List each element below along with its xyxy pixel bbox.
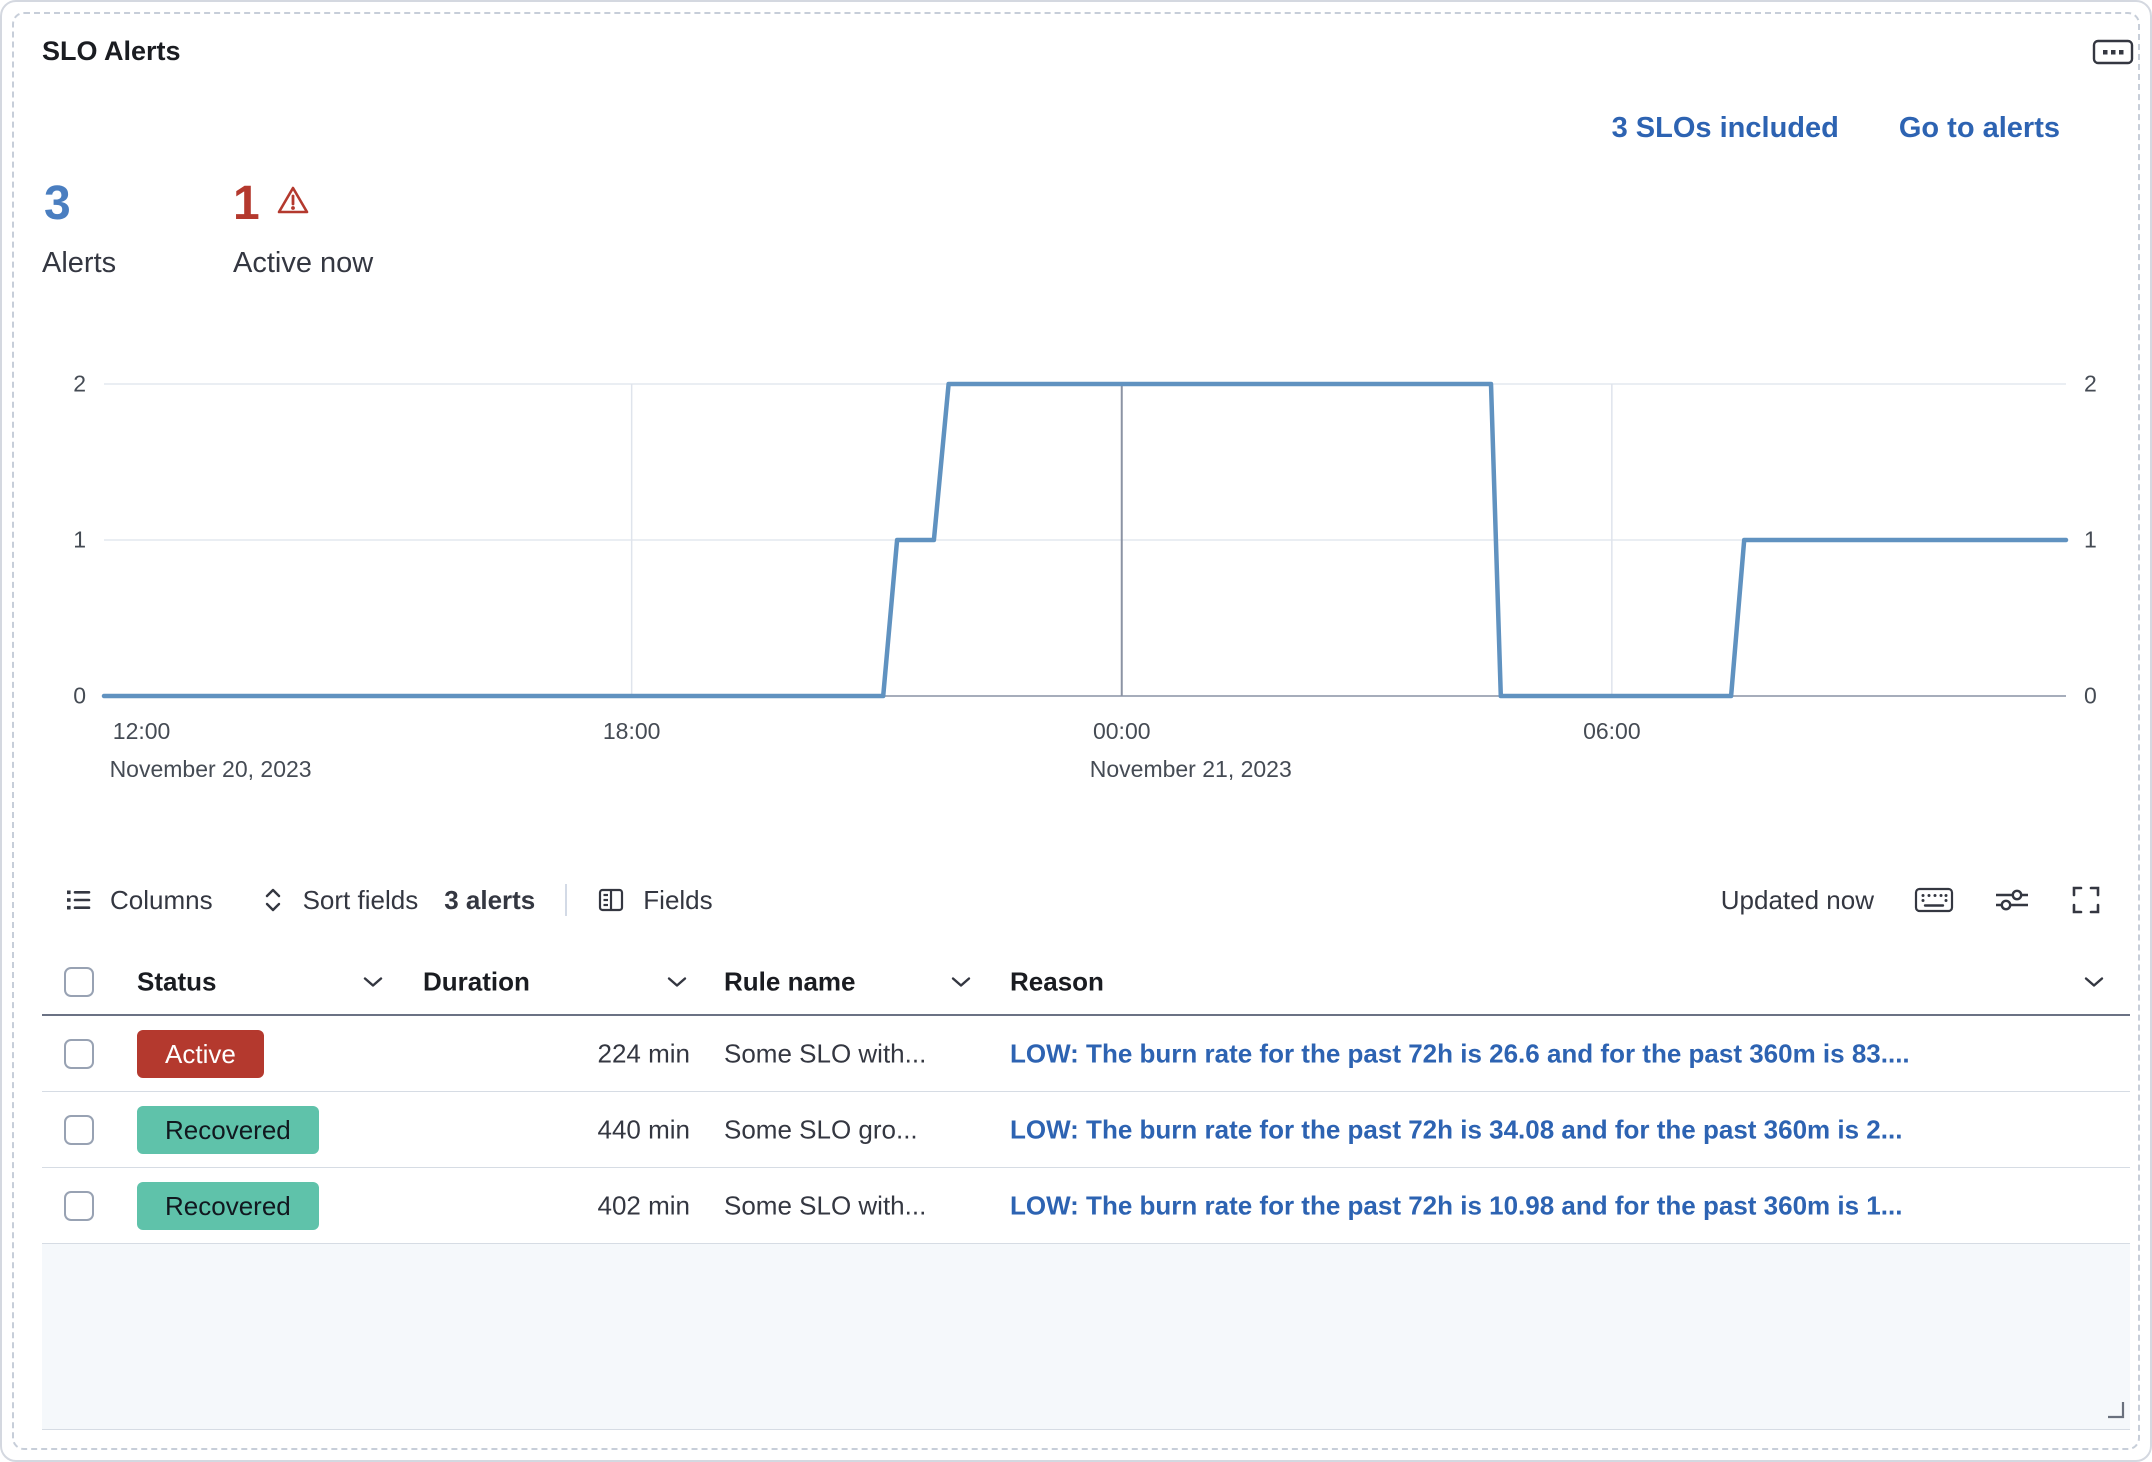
column-header-reason[interactable]: Reason [1010, 966, 1104, 997]
alerts-timeline-chart: 0 0 1 1 2 2 12:00 November 20, 2023 18:00 00:00 No… [73, 371, 2097, 783]
toolbar-separator [565, 884, 568, 916]
keyboard-shortcuts-button[interactable] [1914, 886, 1954, 914]
reason-link[interactable]: LOW: The burn rate for the past 72h is 1… [1010, 1190, 1903, 1220]
display-options-button[interactable] [1994, 886, 2030, 914]
y-axis-tick-right: 0 [2084, 682, 2097, 709]
alerts-stat-value: 3 [44, 177, 71, 230]
alerts-stat-label: Alerts [42, 247, 117, 279]
fields-button[interactable]: Fields [597, 884, 713, 916]
y-axis-tick-right: 2 [2084, 370, 2097, 397]
select-all-checkbox[interactable] [64, 967, 94, 997]
grid-toolbar-left: Columns Sort fields 3 alerts Fields [64, 874, 713, 926]
updated-label: Updated now [1720, 884, 1874, 915]
x-axis-tick: 12:00 [112, 718, 171, 744]
duration-cell: 224 min [597, 1038, 691, 1068]
reason-link[interactable]: LOW: The burn rate for the past 72h is 2… [1010, 1038, 1910, 1068]
panel-options-icon[interactable] [2092, 38, 2134, 66]
table-header-row: Status Duration Rule name Reason [42, 950, 2130, 1016]
sort-fields-label: Sort fields [302, 884, 419, 915]
resize-corner-icon[interactable] [2104, 1398, 2126, 1420]
fields-document-icon [599, 888, 624, 912]
y-axis-tick-right: 1 [2084, 526, 2097, 553]
x-axis-tick: 18:00 [602, 718, 661, 744]
chevron-down-icon[interactable] [2083, 976, 2105, 988]
y-axis-tick-left: 1 [73, 526, 86, 553]
y-axis-tick-left: 2 [73, 370, 86, 397]
column-header-duration[interactable]: Duration [423, 966, 530, 997]
x-axis-tick: 00:00 [1092, 718, 1151, 744]
column-header-status[interactable]: Status [137, 966, 217, 997]
alerts-stat: 3 [44, 178, 71, 230]
boxes-horizontal-icon [2092, 39, 2134, 65]
x-axis-date: November 21, 2023 [1089, 756, 1292, 782]
row-checkbox[interactable] [64, 1038, 94, 1069]
x-axis-date: November 20, 2023 [109, 756, 312, 782]
expand-icon [2072, 886, 2100, 914]
table-empty-area [42, 1244, 2130, 1430]
row-checkbox[interactable] [64, 1114, 94, 1145]
go-to-alerts-link[interactable]: Go to alerts [1898, 112, 2060, 144]
alert-triangle-icon [277, 186, 309, 214]
grid-toolbar-right: Updated now [1721, 874, 2102, 926]
list-columns-icon [67, 890, 91, 910]
chart-plot-area [101, 381, 2069, 699]
y-axis-tick-left: 0 [73, 682, 86, 709]
status-badge: Recovered [137, 1105, 319, 1154]
row-checkbox[interactable] [64, 1190, 94, 1221]
fields-label: Fields [643, 884, 713, 915]
active-stat-value: 1 [233, 177, 260, 230]
duration-cell: 402 min [597, 1190, 691, 1220]
sliders-icon [1996, 889, 2028, 911]
column-header-rule-name[interactable]: Rule name [724, 966, 856, 997]
chevron-down-icon[interactable] [666, 976, 688, 988]
active-stat: 1 [233, 178, 310, 230]
sort-fields-button[interactable]: Sort fields [261, 884, 419, 916]
status-badge: Active [137, 1029, 264, 1078]
rule-name-cell: Some SLO with... [724, 1038, 927, 1068]
keyboard-icon [1914, 887, 1954, 913]
chevron-down-icon[interactable] [950, 976, 972, 988]
rule-name-cell: Some SLO gro... [724, 1114, 918, 1144]
status-badge: Recovered [137, 1181, 319, 1230]
panel-title: SLO Alerts [42, 36, 181, 66]
sort-arrows-icon [265, 888, 280, 912]
table-row: Recovered 440 min Some SLO gro... LOW: T… [42, 1092, 2130, 1168]
active-stat-label: Active now [233, 247, 374, 279]
x-axis-tick: 06:00 [1583, 718, 1641, 744]
duration-cell: 440 min [597, 1114, 691, 1144]
table-row: Active 224 min Some SLO with... LOW: The… [42, 1016, 2130, 1092]
slos-included-link[interactable]: 3 SLOs included [1611, 112, 1839, 144]
rule-name-cell: Some SLO with... [724, 1190, 927, 1220]
alert-count-label: 3 alerts [444, 884, 536, 915]
panel-links: 3 SLOs included Go to alerts [1612, 112, 2060, 145]
columns-button[interactable]: Columns [64, 885, 213, 916]
columns-label: Columns [110, 884, 213, 915]
reason-link[interactable]: LOW: The burn rate for the past 72h is 3… [1010, 1114, 1903, 1144]
chevron-down-icon[interactable] [362, 976, 384, 988]
fullscreen-button[interactable] [2070, 884, 2102, 916]
table-row: Recovered 402 min Some SLO with... LOW: … [42, 1168, 2130, 1244]
